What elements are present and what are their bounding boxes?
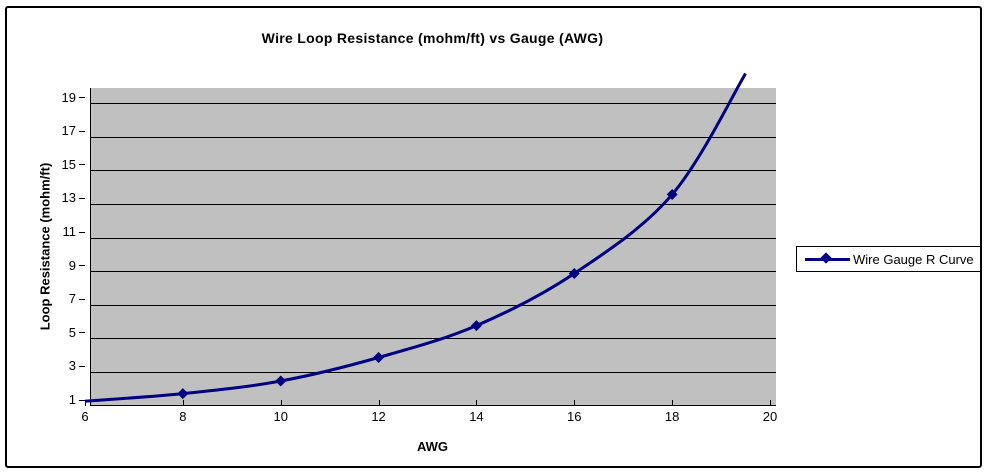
x-tick-18 [672, 400, 674, 406]
gridline-y-7 [91, 304, 776, 306]
x-axis-title: AWG [416, 439, 449, 454]
x-tick-8 [182, 400, 184, 406]
x-tick-label-12: 12 [371, 408, 386, 424]
x-tick-12 [378, 400, 380, 406]
y-tick-9 [79, 265, 85, 267]
y-axis-title: Loop Resistance (mohm/ft) [37, 162, 53, 331]
x-tick-14 [476, 400, 478, 406]
x-tick-label-20: 20 [762, 408, 778, 424]
y-tick-11 [79, 231, 85, 233]
y-tick-label-17: 17 [61, 123, 76, 139]
x-tick-6 [85, 400, 86, 406]
y-tick-5 [79, 332, 85, 334]
x-tick-label-18: 18 [664, 408, 680, 424]
x-tick-10 [280, 400, 282, 406]
gridline-y-5 [91, 338, 776, 340]
plot-area [90, 88, 776, 406]
x-tick-label-16: 16 [567, 408, 582, 424]
x-tick-label-10: 10 [273, 408, 288, 424]
y-tick-label-11: 11 [62, 224, 77, 239]
y-tick-label-9: 9 [68, 257, 76, 273]
gridline-y-3 [91, 371, 776, 373]
x-tick-20 [770, 400, 771, 406]
x-tick-label-6: 6 [81, 408, 89, 424]
gridline-y-15 [91, 170, 776, 172]
legend: Wire Gauge R Curve [796, 246, 981, 272]
y-tick-17 [79, 130, 85, 132]
gridline-y-13 [91, 203, 776, 205]
y-tick-label-15: 15 [61, 156, 76, 172]
y-tick-label-3: 3 [68, 358, 76, 374]
gridline-y-19 [91, 103, 776, 105]
y-tick-label-1: 1 [68, 392, 76, 407]
y-tick-13 [79, 197, 85, 199]
x-tick-label-8: 8 [179, 408, 187, 424]
gridline-y-11 [91, 237, 776, 239]
legend-line-sample [805, 251, 850, 264]
y-tick-label-5: 5 [68, 324, 76, 340]
legend-diamond-icon [820, 251, 832, 264]
y-tick-7 [79, 298, 85, 300]
y-tick-label-7: 7 [68, 291, 76, 307]
chart-title: Wire Loop Resistance (mohm/ft) vs Gauge … [261, 30, 604, 46]
y-tick-label-13: 13 [61, 190, 76, 206]
chart-frame: Wire Loop Resistance (mohm/ft) vs Gauge … [5, 6, 982, 468]
y-tick-19 [79, 97, 85, 99]
y-tick-15 [79, 164, 85, 166]
x-tick-16 [574, 400, 576, 406]
gridline-y-17 [91, 136, 776, 138]
y-tick-1 [79, 399, 85, 401]
gridline-y-9 [91, 271, 776, 273]
x-tick-label-14: 14 [469, 408, 484, 424]
y-tick-label-19: 19 [61, 89, 76, 105]
y-tick-3 [79, 365, 85, 367]
legend-label: Wire Gauge R Curve [853, 251, 974, 267]
